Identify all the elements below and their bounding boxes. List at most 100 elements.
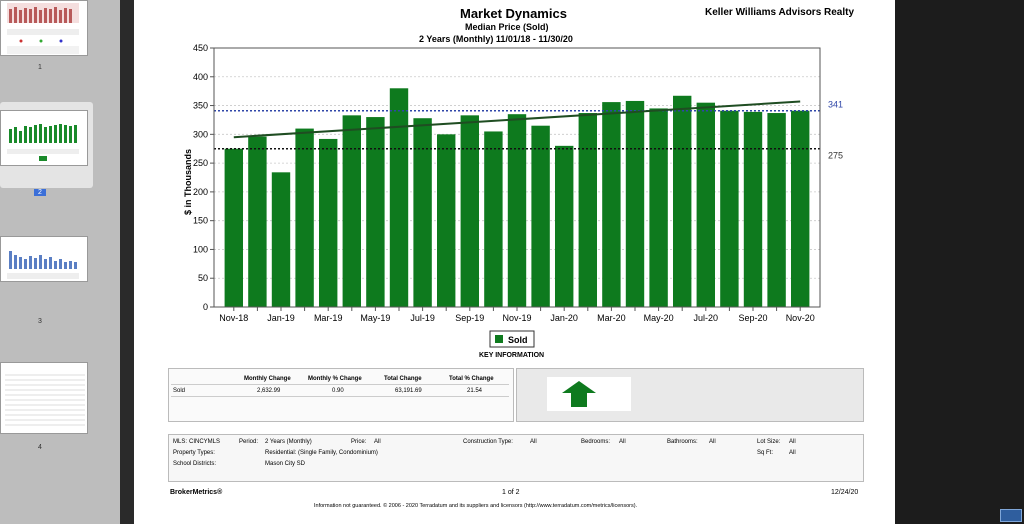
- bar: [248, 136, 267, 307]
- row-label: Sold: [173, 388, 186, 394]
- bar: [436, 134, 456, 307]
- bar: [342, 115, 362, 307]
- x-tick-label: Sep-19: [455, 313, 484, 323]
- trend-indicator-panel: [516, 368, 864, 422]
- thumbnail-number: 4: [38, 444, 42, 451]
- reference-line-label: 341: [828, 100, 843, 110]
- company-name: Keller Williams Advisors Realty: [705, 7, 855, 18]
- key-information-title: KEY INFORMATION: [479, 352, 545, 359]
- y-tick-label: 50: [198, 273, 208, 283]
- reference-lines: 341 275: [214, 100, 843, 161]
- bar: [460, 115, 480, 307]
- table-cell: 2,632.99: [257, 388, 281, 394]
- column-header: Total % Change: [449, 376, 494, 382]
- thumbnail-number: 1: [38, 64, 42, 71]
- mls-value: CINCYMLS: [189, 439, 221, 445]
- report-title: Market Dynamics: [460, 6, 567, 21]
- row-separator: [171, 384, 509, 385]
- construction-label: Construction Type:: [463, 439, 513, 445]
- price-label: Price:: [351, 439, 367, 445]
- y-axis-title: $ in Thousands: [183, 149, 193, 215]
- x-tick-label: Mar-19: [314, 313, 343, 323]
- reference-line-label: 275: [828, 151, 843, 161]
- legend-swatch: [495, 335, 503, 343]
- bathrooms-label: Bathrooms:: [667, 439, 698, 445]
- x-tick-label: Jul-19: [410, 313, 435, 323]
- thumbnail-page-4[interactable]: [0, 362, 88, 434]
- table-cell: 0.90: [332, 388, 344, 394]
- sqft-label: Sq Ft:: [757, 450, 774, 456]
- bar: [366, 117, 385, 307]
- y-tick-label: 300: [193, 129, 208, 139]
- x-tick-label: Nov-20: [786, 313, 815, 323]
- disclaimer: Information not guaranteed. © 2006 - 202…: [314, 503, 638, 509]
- legend: Sold: [489, 330, 535, 348]
- bar: [318, 138, 338, 307]
- bar: [413, 118, 432, 308]
- thumbnail-page-1[interactable]: [0, 0, 88, 56]
- bedrooms-value: All: [619, 439, 626, 445]
- price-value: All: [374, 439, 381, 445]
- column-header: Monthly % Change: [308, 376, 362, 382]
- bar: [271, 172, 291, 307]
- y-tick-label: 100: [193, 244, 208, 254]
- bar: [649, 108, 668, 307]
- brokermetrics-brand: BrokerMetrics®: [170, 489, 223, 496]
- trendline: [233, 100, 801, 139]
- plot-area-border: [213, 47, 821, 308]
- x-tick-label: Mar-20: [597, 313, 626, 323]
- bar: [720, 110, 739, 307]
- x-tick-label: May-19: [360, 313, 390, 323]
- median-price-chart: $ in Thousands 0 50 100 150 200 250 300 350 400 4…: [183, 43, 843, 348]
- bar: [696, 102, 716, 307]
- bar: [672, 95, 692, 307]
- right-dark-margin: [895, 0, 1024, 524]
- table-cell: 63,191.69: [395, 388, 422, 394]
- mls-label: MLS:: [173, 439, 188, 445]
- divider-band: [120, 0, 134, 524]
- column-header: Monthly Change: [244, 376, 291, 382]
- thumbnail-number: 2: [34, 189, 46, 196]
- legend-label: Sold: [508, 335, 528, 345]
- bar: [295, 128, 314, 307]
- lotsize-label: Lot Size:: [757, 439, 781, 445]
- thumbnail-number: 3: [38, 318, 42, 325]
- table-cell: 21.54: [467, 388, 483, 394]
- up-arrow-icon: [562, 381, 596, 407]
- watermark-logo-icon: [1000, 509, 1022, 522]
- bar: [389, 88, 409, 308]
- bar: [602, 102, 621, 307]
- thumbnail-page-2[interactable]: [0, 110, 88, 166]
- x-tick-label: Jul-20: [694, 313, 719, 323]
- bar: [790, 110, 810, 307]
- sqft-value: All: [789, 450, 796, 456]
- y-tick-label: 150: [193, 216, 208, 226]
- bar: [531, 125, 550, 307]
- bar: [224, 148, 244, 307]
- x-tick-label: May-20: [644, 313, 674, 323]
- bar: [484, 131, 503, 307]
- thumbnail-page-3[interactable]: [0, 236, 88, 282]
- y-tick-label: 400: [193, 72, 208, 82]
- bar: [743, 111, 763, 308]
- y-axis-ticks: 0 50 100 150 200 250 300 350 400 450: [193, 43, 214, 312]
- page-indicator: 1 of 2: [502, 489, 520, 496]
- slide-thumbnail-sidebar: 1 2 3 4: [0, 0, 120, 524]
- construction-value: All: [530, 439, 537, 445]
- school-districts-label: School Districts:: [173, 461, 217, 467]
- period-label: Period:: [239, 439, 259, 445]
- y-tick-label: 350: [193, 101, 208, 111]
- bars: [224, 88, 810, 308]
- property-types-label: Property Types:: [173, 450, 215, 456]
- x-tick-label: Nov-18: [219, 313, 248, 323]
- y-tick-label: 200: [193, 187, 208, 197]
- school-districts-value: Mason City SD: [265, 461, 306, 467]
- grid-lines: [214, 76, 820, 279]
- column-header: Total Change: [384, 376, 422, 382]
- bathrooms-value: All: [709, 439, 716, 445]
- lotsize-value: All: [789, 439, 796, 445]
- period-value: 2 Years (Monthly): [265, 439, 312, 445]
- bar: [554, 145, 574, 307]
- y-tick-label: 450: [193, 43, 208, 53]
- bar: [625, 100, 645, 307]
